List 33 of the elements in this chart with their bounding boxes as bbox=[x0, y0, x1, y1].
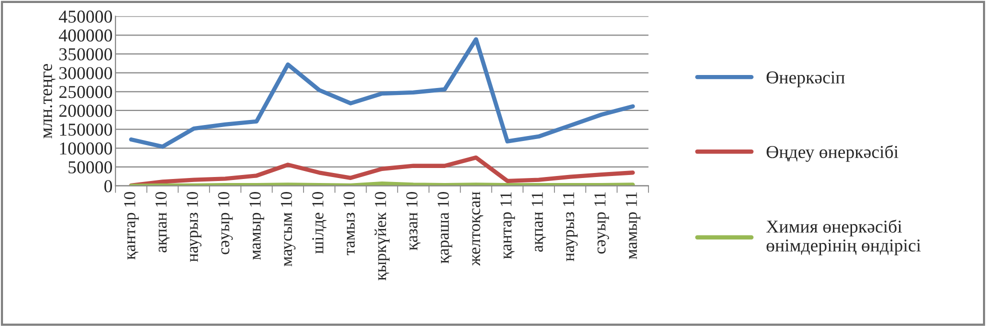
x-tick-label: наурыз 11 bbox=[563, 192, 578, 262]
x-tick-label: ақпан 10 bbox=[155, 192, 170, 252]
x-tick-label: мамыр 11 bbox=[626, 192, 640, 260]
x-tick-label: желтоқсан bbox=[472, 192, 484, 266]
line-series bbox=[129, 37, 635, 149]
x-tick-label: мамыр 10 bbox=[249, 192, 264, 260]
x-tick-label: ақпан 11 bbox=[532, 192, 546, 252]
y-tick-label: 0 bbox=[104, 180, 112, 192]
x-tick-label: қантар 10 bbox=[124, 192, 139, 260]
x-tick-label: қазан 10 bbox=[406, 192, 421, 250]
x-tick-label: наурыз 10 bbox=[186, 192, 202, 262]
y-tick-label: 350000 bbox=[59, 48, 112, 60]
x-tick-label: қантар 11 bbox=[500, 192, 515, 259]
y-axis-title: млн.теңге bbox=[43, 64, 56, 138]
y-tick-label: 450000 bbox=[58, 10, 112, 23]
y-tick-label: 50000 bbox=[68, 161, 112, 174]
y-tick-label: 400000 bbox=[58, 29, 112, 42]
legend-label: Өнеркәсіп bbox=[766, 71, 845, 88]
x-tick-label: тамыз 10 bbox=[344, 192, 355, 256]
y-tick-label: 200000 bbox=[59, 104, 112, 117]
x-tick-label: сәуыр 11 bbox=[594, 192, 609, 254]
y-tick-label: 100000 bbox=[60, 142, 112, 155]
y-tick-label: 300000 bbox=[59, 67, 112, 80]
x-tick-label: қараша 10 bbox=[438, 192, 452, 264]
legend-label: Өңдеу өнеркәсібі bbox=[766, 145, 898, 162]
x-tick-label: сәуыр 10 bbox=[218, 192, 233, 254]
y-tick-label: 250000 bbox=[59, 86, 112, 98]
legend-label: Химия өнеркәсібі өнімдерінің өндірісі bbox=[766, 220, 921, 256]
line-series bbox=[129, 155, 635, 186]
x-tick-label: қыркүйек 10 bbox=[374, 192, 390, 280]
x-tick-label: шілде 10 bbox=[312, 192, 326, 254]
y-tick-label: 150000 bbox=[60, 124, 112, 136]
x-tick-label: маусым 10 bbox=[280, 192, 296, 266]
